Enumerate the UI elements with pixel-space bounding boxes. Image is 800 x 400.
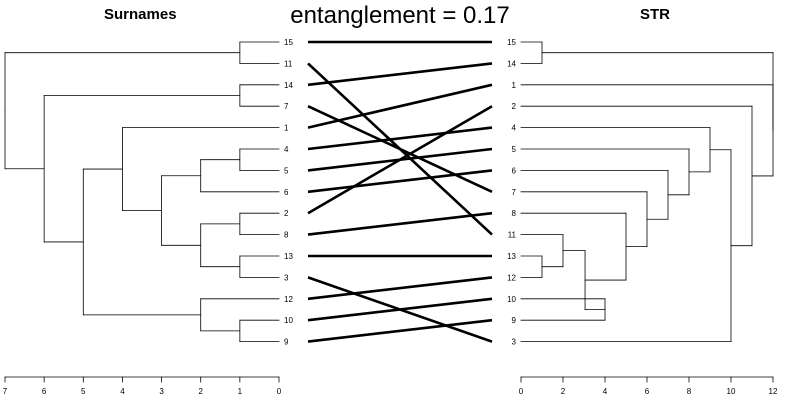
- left-leaf-label: 1: [284, 124, 289, 133]
- connection-line: [307, 83, 493, 129]
- left-leaf-label: 7: [284, 102, 289, 111]
- left-leaf-label: 4: [284, 145, 289, 154]
- left-axis-tick-label: 2: [198, 387, 203, 396]
- left-leaf-label: 15: [284, 38, 293, 47]
- left-leaf-label: 14: [284, 81, 293, 90]
- left-leaf-label: 8: [284, 231, 289, 240]
- right-leaf-label: 14: [507, 59, 516, 68]
- left-axis-tick-label: 6: [42, 387, 47, 396]
- right-leaf-label: 7: [512, 188, 517, 197]
- right-leaf-label: 8: [512, 209, 517, 218]
- left-leaf-label: 5: [284, 166, 289, 175]
- connection-line: [307, 276, 493, 301]
- connection-line: [307, 105, 493, 193]
- right-dendrogram-title: STR: [640, 6, 670, 23]
- left-leaf-label: 13: [284, 252, 293, 261]
- right-leaf-label: 6: [512, 166, 517, 175]
- connection-line: [307, 211, 493, 236]
- left-axis-tick-label: 0: [277, 387, 282, 396]
- left-axis-tick-label: 5: [81, 387, 86, 396]
- right-axis-tick-label: 2: [561, 387, 566, 396]
- right-axis-tick-label: 6: [645, 387, 650, 396]
- left-leaf-label: 6: [284, 188, 289, 197]
- connection-line: [307, 169, 493, 194]
- connection-line: [307, 318, 493, 343]
- connection-line: [307, 105, 493, 215]
- main-title: entanglement = 0.17: [290, 2, 510, 29]
- left-axis-tick-label: 1: [238, 387, 243, 396]
- right-axis-tick-label: 10: [727, 387, 736, 396]
- connection-line: [307, 62, 493, 87]
- right-leaf-label: 9: [512, 316, 517, 325]
- right-leaf-label: 11: [508, 231, 517, 240]
- right-leaf-label: 1: [512, 81, 517, 90]
- right-axis-tick-label: 0: [519, 387, 524, 396]
- right-leaf-label: 13: [507, 252, 516, 261]
- left-leaf-label: 9: [284, 338, 289, 347]
- left-axis-tick-label: 7: [3, 387, 8, 396]
- right-leaf-label: 4: [512, 124, 517, 133]
- right-leaf-label: 15: [507, 38, 516, 47]
- left-leaf-label: 3: [284, 273, 289, 282]
- left-axis-tick-label: 4: [120, 387, 125, 396]
- right-leaf-label: 3: [512, 338, 517, 347]
- left-leaf-label: 10: [284, 316, 293, 325]
- right-axis-tick-label: 8: [687, 387, 692, 396]
- left-dendrogram-title: Surnames: [104, 6, 177, 23]
- right-leaf-label: 2: [512, 102, 517, 111]
- right-axis-tick-label: 12: [769, 387, 778, 396]
- right-leaf-label: 5: [512, 145, 517, 154]
- left-leaf-label: 11: [284, 59, 293, 68]
- right-leaf-label: 12: [507, 273, 516, 282]
- connection-line: [307, 126, 493, 151]
- left-leaf-label: 2: [284, 209, 289, 218]
- right-axis-tick-label: 4: [603, 387, 608, 396]
- left-axis-tick-label: 3: [159, 387, 164, 396]
- left-leaf-label: 12: [284, 295, 293, 304]
- right-leaf-label: 10: [507, 295, 516, 304]
- connection-line: [307, 297, 493, 322]
